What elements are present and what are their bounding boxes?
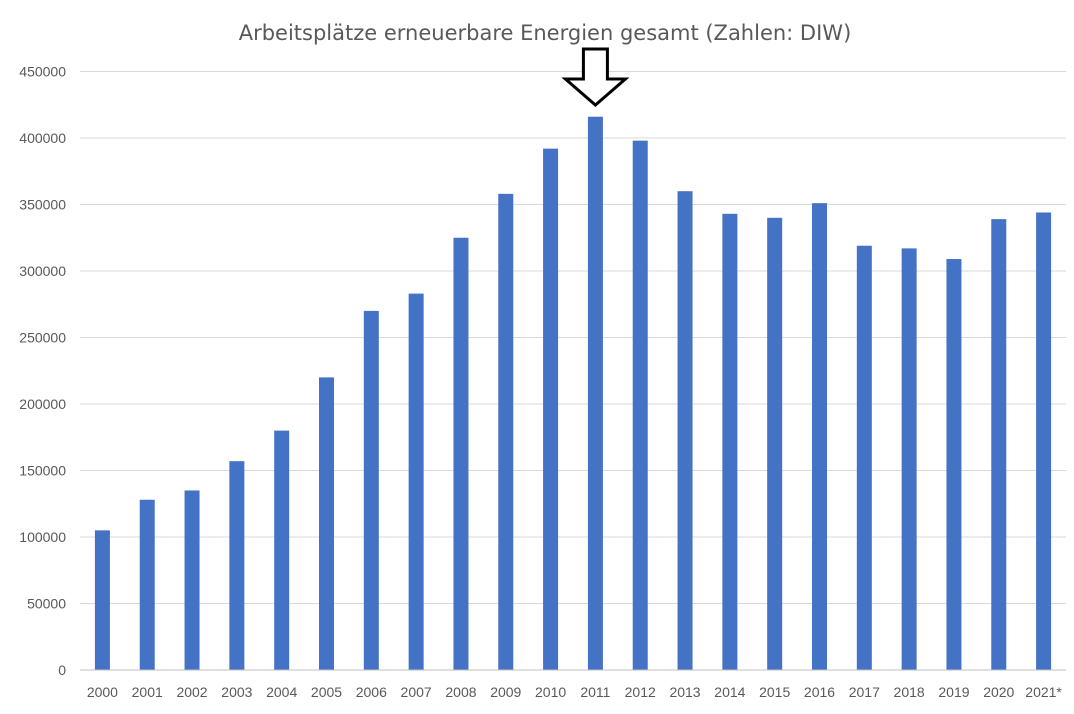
bar-2016 (812, 203, 827, 671)
annotations (561, 47, 630, 107)
bar-2013 (677, 191, 693, 670)
bar-2019 (946, 259, 962, 670)
x-tick-label: 2020 (983, 684, 1014, 700)
bars (94, 116, 1052, 671)
x-tick-label: 2010 (535, 684, 566, 700)
x-tick-label: 2003 (221, 684, 252, 700)
y-tick-label: 0 (58, 662, 66, 678)
x-tick-label: 2002 (176, 684, 207, 700)
x-tick-label: 2007 (401, 684, 432, 700)
y-tick-label: 300000 (19, 263, 66, 279)
bar-2001 (139, 499, 155, 670)
x-tick-label: 2017 (849, 684, 880, 700)
bar-2015 (767, 217, 783, 671)
bar-2017 (856, 245, 872, 671)
bar-2011 (587, 116, 603, 671)
bar-2000 (94, 530, 110, 670)
x-axis-tick-labels: 2000 2001 2002 2003 2004 2005 2006 2007 2008 2009… (87, 684, 1063, 700)
y-tick-label: 200000 (19, 396, 66, 412)
bar-2003 (229, 461, 245, 670)
x-tick-label: 2009 (490, 684, 521, 700)
x-tick-label: 2016 (804, 684, 835, 700)
bar-2014 (722, 213, 738, 670)
x-tick-label: 2006 (356, 684, 387, 700)
bar-2002 (184, 490, 200, 670)
x-tick-label: 2000 (87, 684, 118, 700)
bar-2008 (453, 237, 469, 670)
x-tick-label: 2014 (714, 684, 745, 700)
y-tick-label: 50000 (27, 596, 66, 612)
gridlines (80, 71, 1066, 604)
x-tick-label: 2012 (625, 684, 656, 700)
y-tick-label: 350000 (19, 197, 66, 213)
bar-2020 (991, 219, 1007, 670)
y-tick-label: 400000 (19, 130, 66, 146)
down-arrow-icon (561, 47, 630, 107)
bar-2009 (498, 193, 514, 671)
x-tick-label: 2015 (759, 684, 790, 700)
x-tick-label: 2018 (894, 684, 925, 700)
y-tick-label: 250000 (19, 330, 66, 346)
bar-2012 (632, 140, 648, 670)
x-tick-label: 2004 (266, 684, 297, 700)
bar-2007 (408, 293, 424, 670)
y-tick-label: 100000 (19, 529, 66, 545)
y-tick-label: 450000 (19, 64, 66, 80)
bar-2005 (319, 377, 334, 670)
chart-title: Arbeitsplätze erneuerbare Energien gesam… (239, 21, 852, 45)
y-axis-tick-labels: 0 50000 100000 150000 200000 250000 300000 3500… (19, 64, 66, 679)
x-tick-label: 2011 (580, 684, 610, 700)
x-tick-label: 2019 (938, 684, 969, 700)
x-tick-label: 2001 (132, 684, 163, 700)
x-tick-label: 2005 (311, 684, 342, 700)
bar-2021 (1036, 212, 1052, 671)
bar-2010 (543, 148, 559, 670)
x-tick-label: 2013 (669, 684, 700, 700)
y-tick-label: 150000 (19, 463, 66, 479)
x-tick-label: 2021* (1025, 684, 1062, 700)
bar-2018 (901, 248, 917, 670)
x-tick-label: 2008 (445, 684, 476, 700)
bar-2004 (274, 430, 290, 670)
bar-2006 (363, 310, 379, 670)
